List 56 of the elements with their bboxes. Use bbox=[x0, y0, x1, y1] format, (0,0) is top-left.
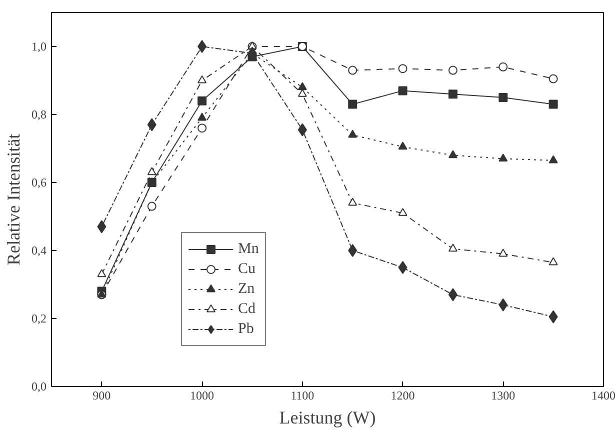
legend-label: Cu bbox=[238, 260, 257, 278]
point bbox=[548, 100, 558, 109]
x-tick-label: 1200 bbox=[390, 388, 415, 402]
point bbox=[198, 124, 207, 133]
point bbox=[498, 154, 508, 162]
point bbox=[448, 90, 458, 99]
point bbox=[97, 269, 106, 278]
point bbox=[348, 244, 358, 257]
x-tick-label: 1000 bbox=[190, 388, 214, 402]
legend-label: Pb bbox=[238, 320, 255, 338]
point bbox=[548, 257, 558, 266]
point bbox=[97, 220, 106, 234]
point bbox=[498, 248, 508, 257]
point bbox=[398, 64, 408, 74]
point bbox=[147, 167, 156, 176]
point bbox=[498, 298, 508, 312]
point bbox=[198, 40, 207, 53]
point bbox=[498, 93, 508, 102]
point bbox=[147, 202, 156, 211]
point bbox=[498, 62, 508, 72]
point bbox=[348, 100, 358, 109]
point bbox=[448, 150, 458, 158]
point bbox=[448, 244, 458, 252]
y-tick-label: 0,6 bbox=[32, 176, 46, 190]
y-tick-label: 0,0 bbox=[32, 380, 46, 394]
y-tick-label: 0,2 bbox=[32, 312, 46, 326]
y-tick-label: 0,4 bbox=[32, 244, 46, 258]
point bbox=[548, 74, 558, 84]
point bbox=[348, 130, 358, 138]
point bbox=[198, 96, 207, 106]
legend-label: Zn bbox=[238, 280, 256, 298]
point bbox=[398, 261, 408, 274]
point bbox=[448, 66, 458, 75]
point bbox=[147, 118, 156, 132]
point bbox=[548, 155, 558, 164]
point bbox=[348, 66, 358, 75]
x-tick-label: 1100 bbox=[290, 388, 314, 402]
point bbox=[298, 82, 307, 90]
legend-label: Cd bbox=[238, 300, 257, 318]
point bbox=[198, 75, 207, 84]
y-axis-title: Relative Intensität bbox=[4, 134, 24, 266]
x-tick-label: 900 bbox=[92, 388, 111, 402]
x-tick-label: 1400 bbox=[592, 388, 615, 402]
point bbox=[298, 123, 307, 136]
legend-label: Mn bbox=[238, 240, 259, 258]
y-tick-label: 0,8 bbox=[32, 108, 46, 122]
point bbox=[398, 86, 408, 96]
x-axis-title: Leistung (W) bbox=[279, 408, 376, 428]
point bbox=[448, 288, 458, 302]
point bbox=[548, 310, 558, 324]
point bbox=[198, 112, 207, 121]
x-tick-label: 1300 bbox=[491, 388, 516, 402]
point bbox=[398, 208, 408, 216]
y-tick-label: 1,0 bbox=[32, 40, 46, 54]
point bbox=[348, 198, 358, 206]
point bbox=[398, 142, 408, 150]
